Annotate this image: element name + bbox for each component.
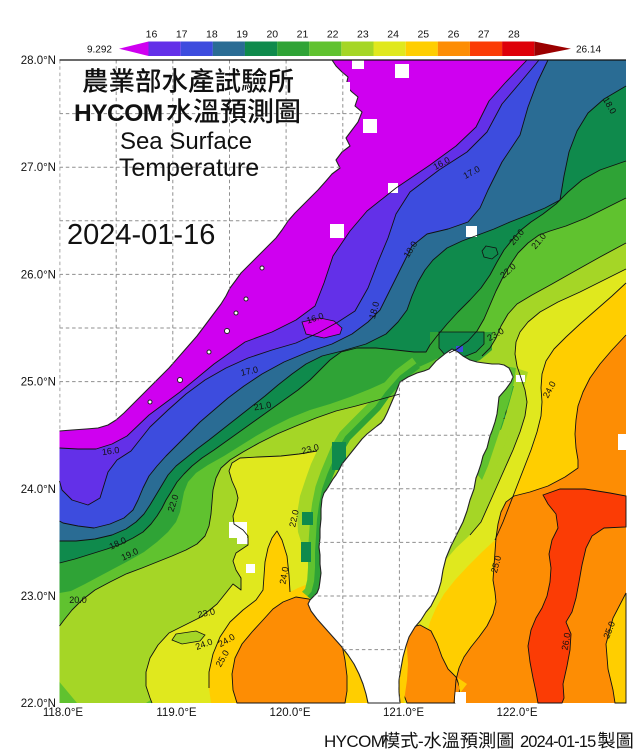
svg-text:24.0: 24.0 (278, 566, 291, 585)
svg-text:20: 20 (266, 29, 278, 41)
svg-text:18: 18 (206, 29, 218, 41)
svg-text:21.0: 21.0 (253, 400, 272, 413)
svg-text:HYCOM: HYCOM (74, 100, 163, 127)
svg-text:24: 24 (387, 29, 399, 41)
svg-text:2024-01-16: 2024-01-16 (67, 219, 215, 251)
svg-text:119.0°E: 119.0°E (156, 707, 197, 719)
svg-text:17.0: 17.0 (240, 364, 259, 377)
svg-text:26.0°N: 26.0°N (21, 269, 56, 281)
svg-text:23: 23 (357, 29, 369, 41)
svg-text:9.292: 9.292 (87, 45, 112, 56)
svg-text:27.0°N: 27.0°N (21, 162, 56, 174)
svg-text:27: 27 (478, 29, 490, 41)
svg-text:16: 16 (146, 29, 158, 41)
svg-text:23.0: 23.0 (300, 442, 320, 456)
svg-text:23.0: 23.0 (197, 606, 216, 619)
svg-text:120.0°E: 120.0°E (269, 707, 310, 719)
svg-text:-: - (418, 732, 424, 751)
svg-text:121.0°E: 121.0°E (383, 707, 424, 719)
svg-text:25.0: 25.0 (489, 554, 503, 574)
svg-text:25.0°N: 25.0°N (21, 377, 56, 389)
svg-text:18.0: 18.0 (367, 300, 381, 320)
svg-text:122.0°E: 122.0°E (496, 707, 537, 719)
svg-text:118.0°E: 118.0°E (43, 707, 84, 719)
svg-text:16.0: 16.0 (101, 445, 120, 457)
svg-text:HYCOM: HYCOM (324, 732, 384, 751)
svg-text:26.14: 26.14 (576, 45, 601, 56)
svg-text:21: 21 (297, 29, 309, 41)
svg-text:23.0°N: 23.0°N (21, 591, 56, 603)
svg-text:19: 19 (236, 29, 248, 41)
svg-text:22.0: 22.0 (287, 509, 300, 528)
svg-text:22: 22 (327, 29, 339, 41)
svg-text:22.0°N: 22.0°N (21, 698, 56, 710)
svg-text:17: 17 (176, 29, 188, 41)
svg-text:24.0°N: 24.0°N (21, 484, 56, 496)
svg-text:26: 26 (448, 29, 460, 41)
svg-text:26.0: 26.0 (560, 632, 573, 651)
svg-text:28.0°N: 28.0°N (21, 55, 56, 67)
svg-text:2024-01-15: 2024-01-15 (520, 733, 596, 751)
svg-text:20.0: 20.0 (69, 595, 87, 605)
svg-text:28: 28 (508, 29, 520, 41)
svg-text:Sea Surface: Sea Surface (120, 128, 252, 155)
svg-text:25: 25 (417, 29, 429, 41)
svg-text:Temperature: Temperature (119, 154, 259, 182)
